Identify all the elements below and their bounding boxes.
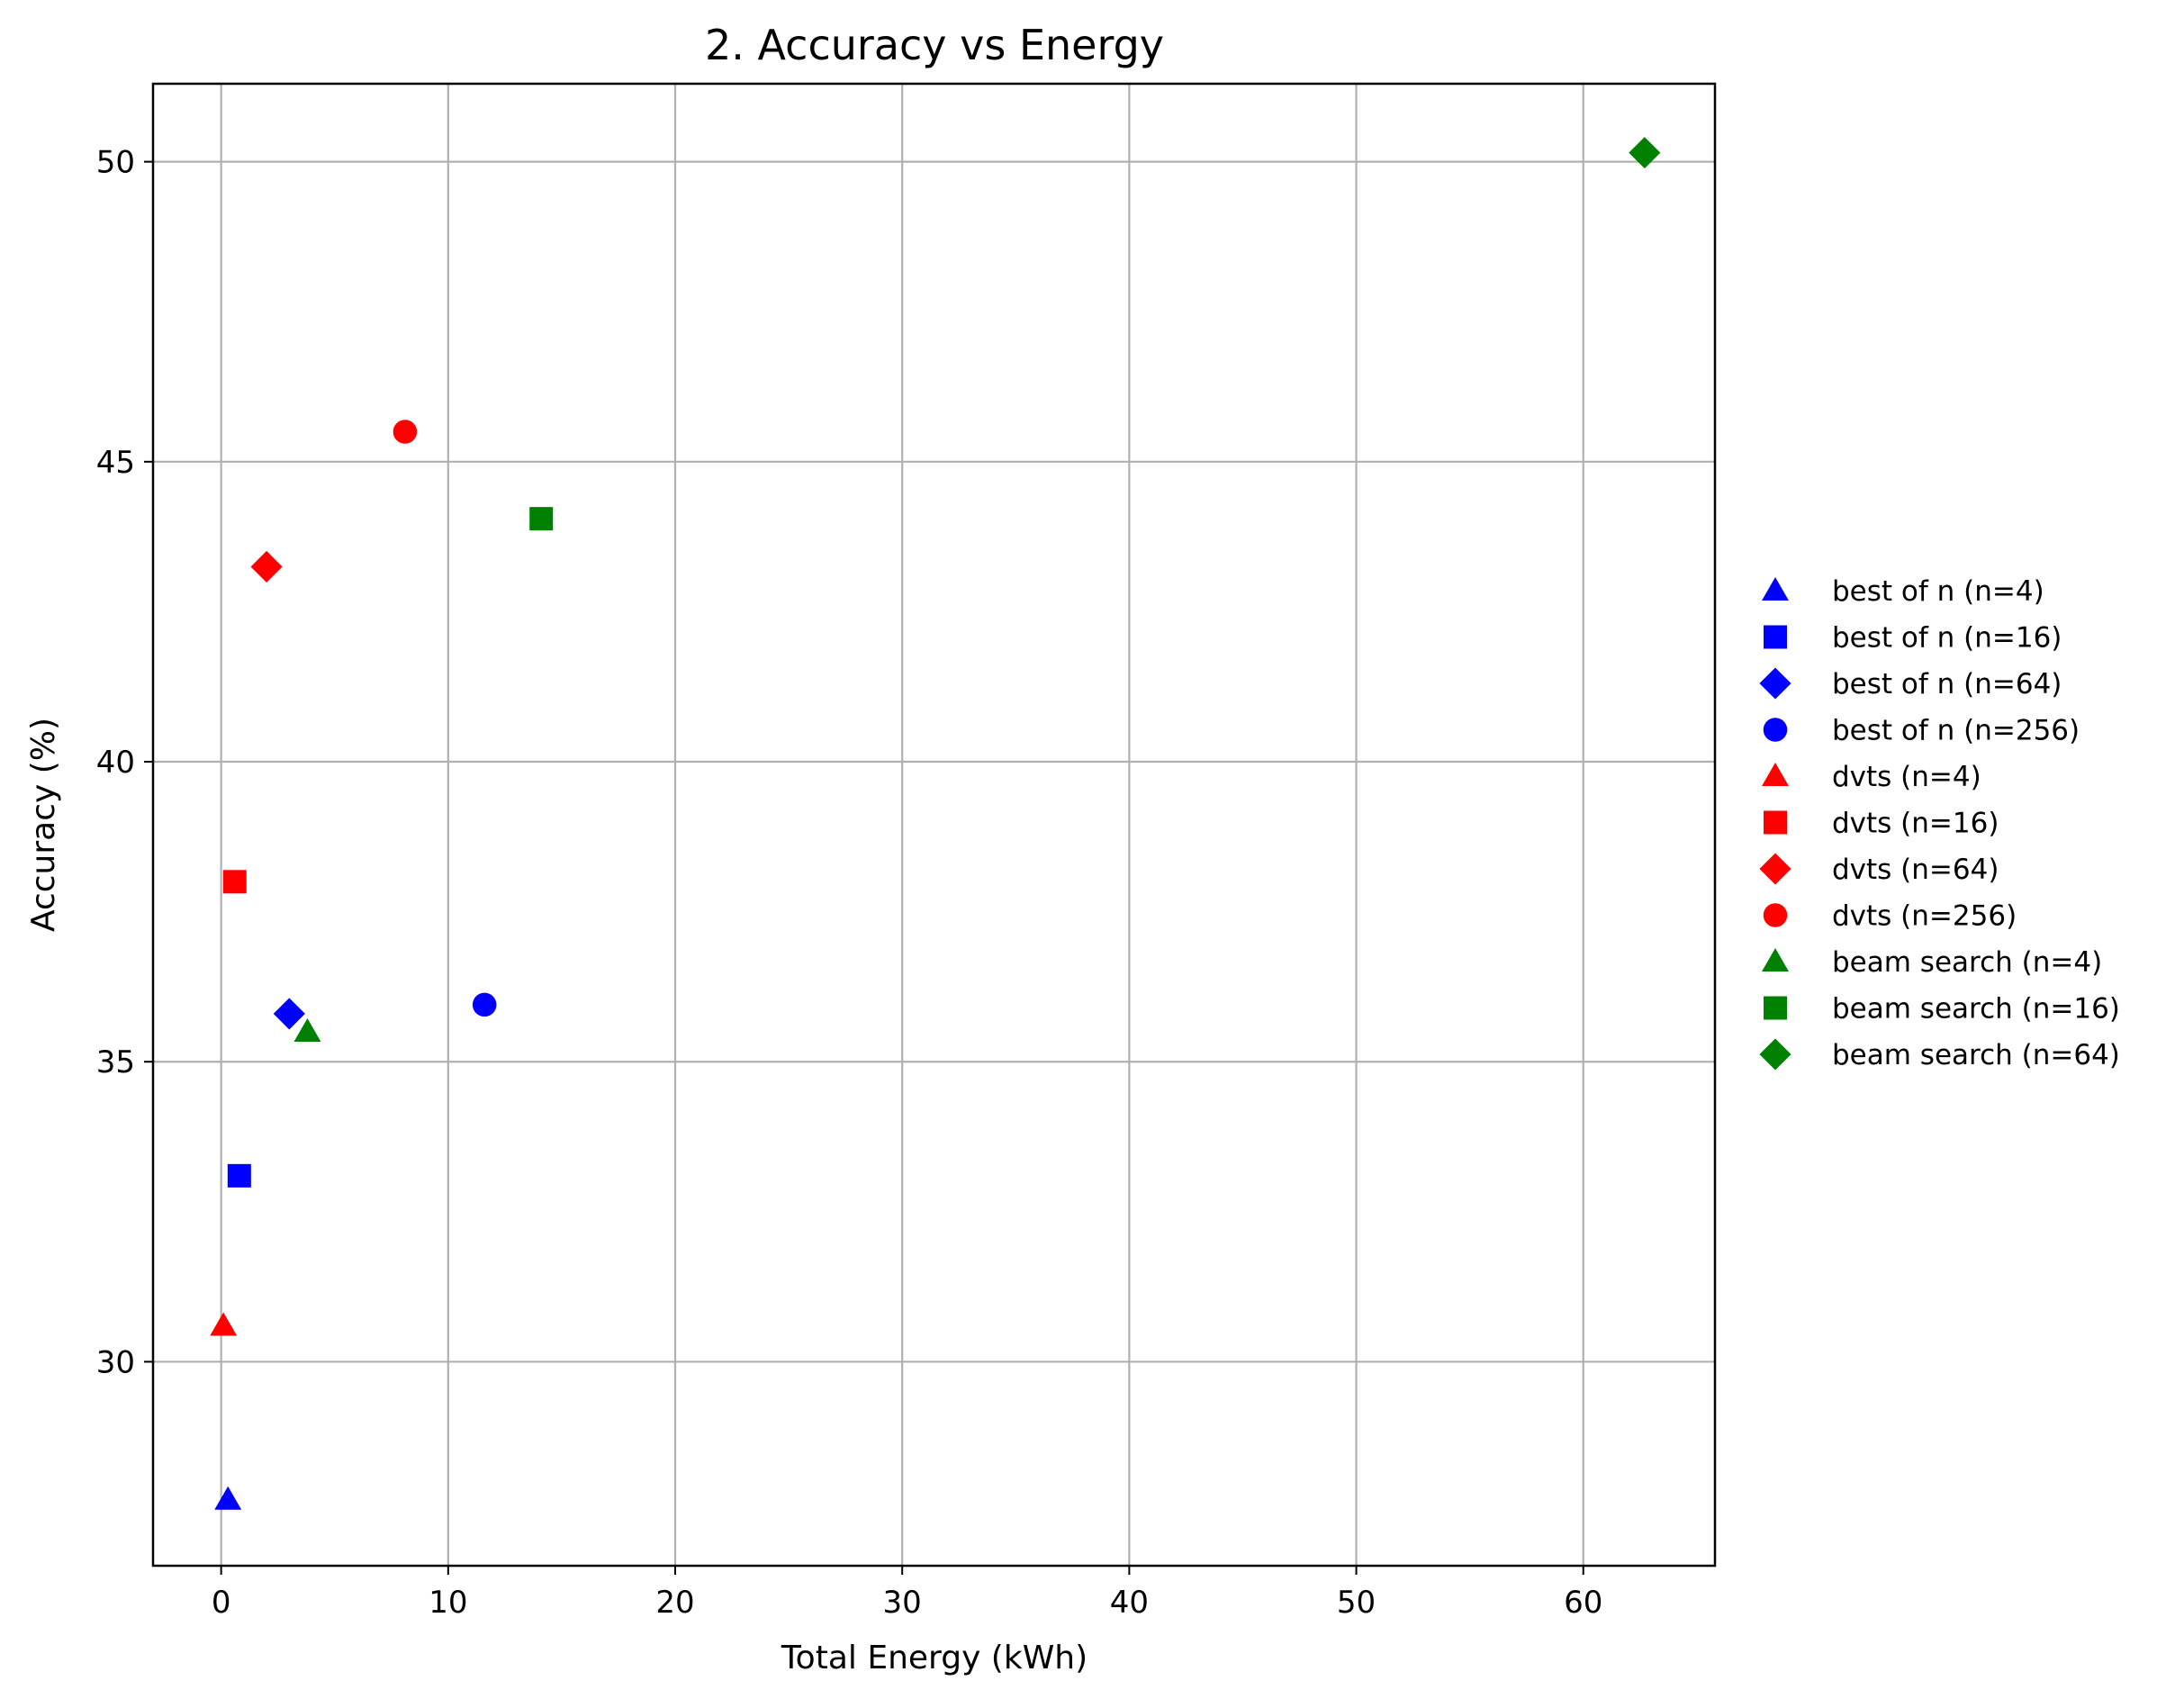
legend-label: best of n (n=4) bbox=[1832, 575, 2044, 608]
y-tick-label: 35 bbox=[96, 1044, 135, 1080]
legend-marker bbox=[1763, 718, 1788, 742]
legend-label: beam search (n=64) bbox=[1832, 1039, 2120, 1071]
legend-label: beam search (n=4) bbox=[1832, 946, 2102, 979]
data-point bbox=[472, 992, 497, 1017]
legend-item: beam search (n=64) bbox=[1759, 1038, 2120, 1071]
data-point bbox=[393, 420, 418, 444]
legend-label: beam search (n=16) bbox=[1832, 993, 2120, 1026]
legend-marker bbox=[1763, 903, 1788, 927]
legend-item: best of n (n=4) bbox=[1762, 575, 2044, 608]
y-axis-label: Accuracy (%) bbox=[25, 718, 62, 932]
x-tick-label: 60 bbox=[1564, 1585, 1602, 1621]
grid-layer bbox=[153, 84, 1715, 1566]
legend-label: dvts (n=64) bbox=[1832, 854, 1999, 886]
legend-marker bbox=[1759, 1038, 1791, 1071]
y-tick-label: 45 bbox=[96, 445, 135, 481]
legend-label: best of n (n=256) bbox=[1832, 715, 2080, 747]
x-tick-label: 30 bbox=[883, 1585, 922, 1621]
legend-item: dvts (n=64) bbox=[1759, 853, 1999, 886]
x-tick-label: 10 bbox=[429, 1585, 467, 1621]
legend-item: best of n (n=64) bbox=[1759, 667, 2062, 700]
data-point bbox=[214, 1486, 242, 1510]
data-point bbox=[273, 998, 305, 1030]
data-point bbox=[227, 1163, 251, 1188]
legend-marker bbox=[1762, 948, 1789, 972]
data-point bbox=[293, 1017, 321, 1042]
legend-label: dvts (n=256) bbox=[1832, 900, 2017, 933]
chart-title: 2. Accuracy vs Energy bbox=[705, 21, 1164, 69]
legend-label: best of n (n=16) bbox=[1832, 622, 2062, 655]
legend-label: best of n (n=64) bbox=[1832, 668, 2062, 700]
legend-label: dvts (n=4) bbox=[1832, 761, 1981, 793]
x-tick-label: 20 bbox=[655, 1585, 694, 1621]
legend-label: dvts (n=16) bbox=[1832, 808, 1999, 840]
x-tick-label: 50 bbox=[1337, 1585, 1376, 1621]
legend-item: dvts (n=256) bbox=[1763, 900, 2017, 933]
legend-item: dvts (n=4) bbox=[1762, 761, 1981, 793]
data-point bbox=[250, 550, 283, 583]
x-axis-label: Total Energy (kWh) bbox=[781, 1640, 1087, 1676]
legend-marker bbox=[1764, 625, 1787, 649]
legend-item: best of n (n=16) bbox=[1764, 622, 2062, 655]
legend-marker bbox=[1764, 996, 1787, 1020]
y-tick-label: 50 bbox=[96, 145, 135, 181]
legend-marker bbox=[1764, 810, 1787, 835]
legend-item: beam search (n=4) bbox=[1762, 946, 2102, 979]
y-tick-label: 40 bbox=[96, 745, 135, 781]
x-tick-label: 0 bbox=[212, 1585, 231, 1621]
data-point bbox=[529, 507, 554, 531]
legend-marker bbox=[1759, 853, 1791, 885]
legend-marker bbox=[1762, 763, 1789, 787]
legend-item: dvts (n=16) bbox=[1764, 808, 1999, 840]
data-point bbox=[210, 1312, 238, 1336]
data-points bbox=[210, 137, 1661, 1510]
plot-area-frame bbox=[151, 82, 1717, 1568]
legend-item: best of n (n=256) bbox=[1763, 715, 2080, 747]
x-tick-label: 40 bbox=[1110, 1585, 1149, 1621]
legend: best of n (n=4) best of n (n=16) best of n… bbox=[1759, 575, 2120, 1071]
axis-ticks: 0 10 20 30 40 50 60 30 35 40 45 50 bbox=[96, 145, 1603, 1621]
data-point bbox=[1629, 137, 1661, 169]
y-tick-label: 30 bbox=[96, 1344, 135, 1380]
legend-marker bbox=[1759, 667, 1791, 700]
legend-marker bbox=[1762, 577, 1789, 601]
data-point bbox=[222, 870, 247, 894]
legend-item: beam search (n=16) bbox=[1764, 993, 2120, 1026]
